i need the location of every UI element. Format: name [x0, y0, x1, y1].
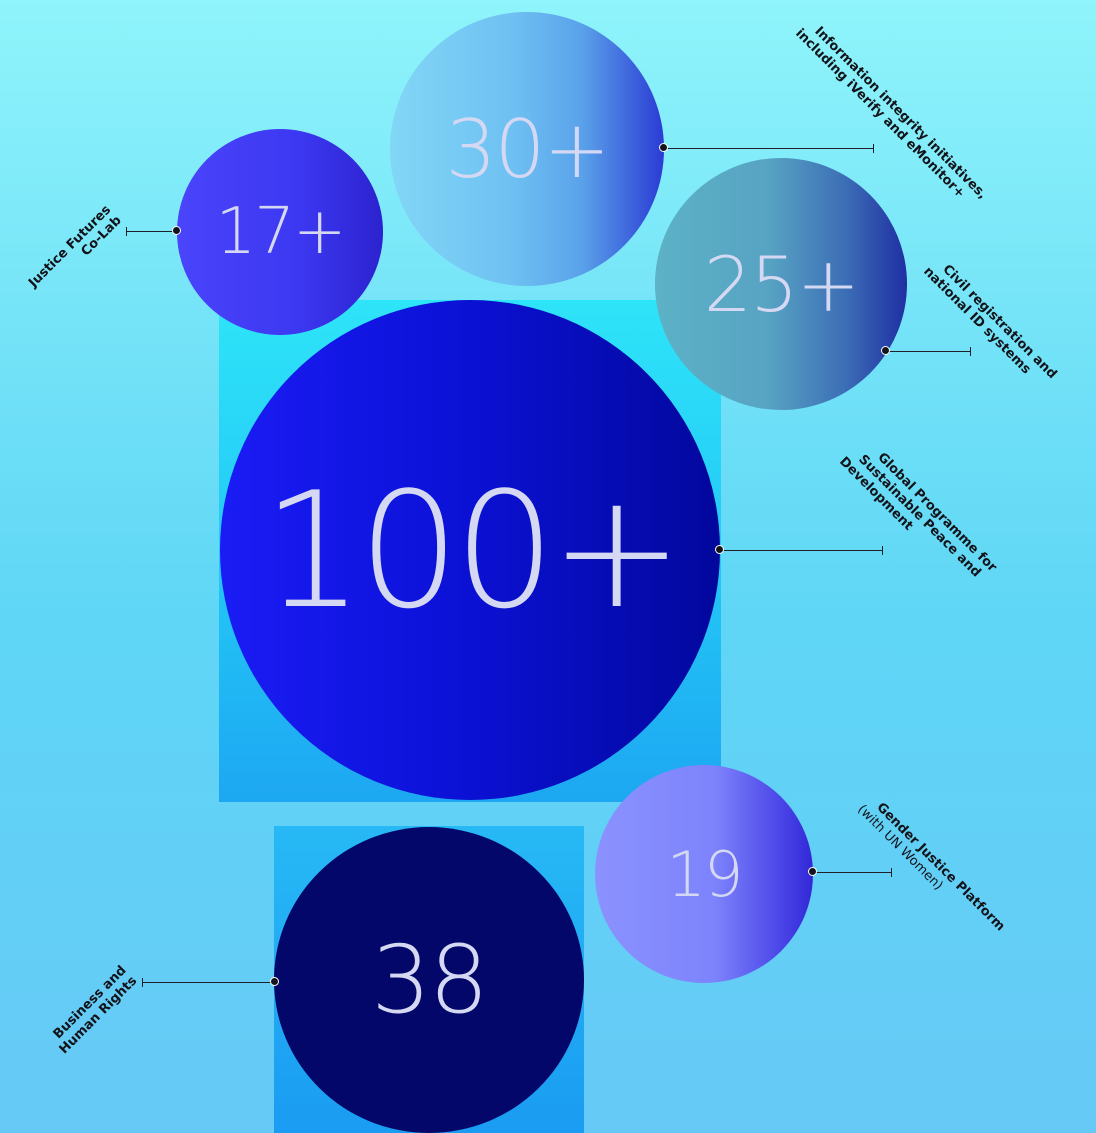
- label-business-human-rights: Business and Human Rights: [50, 963, 141, 1058]
- bubble-value: 17+: [215, 195, 346, 269]
- bubble-value: 19: [666, 837, 744, 911]
- bubble-value: 30+: [445, 102, 611, 196]
- bubble-justice-futures: 17+: [177, 129, 383, 335]
- label-civil-registration: Civil registration and national ID syste…: [920, 262, 1060, 383]
- bubble-civil-registration: 25+: [655, 158, 907, 410]
- bubble-global-programme: 100+: [220, 300, 720, 800]
- bubble-value: 25+: [703, 239, 860, 329]
- bubble-business-human-rights: 38: [274, 827, 584, 1133]
- label-global-programme: Global Programme for Sustainable Peace a…: [836, 450, 1000, 581]
- bubble-value: 38: [371, 925, 489, 1035]
- label-justice-futures: Justice Futures Co-Lab: [26, 202, 125, 291]
- bubble-information-integrity: 30+: [390, 12, 664, 286]
- bubble-gender-justice: 19: [595, 765, 813, 983]
- bubble-value: 100+: [262, 456, 683, 644]
